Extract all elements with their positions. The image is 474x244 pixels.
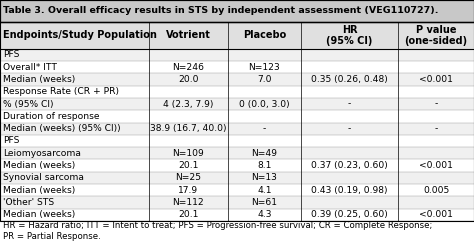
Text: <0.001: <0.001 (419, 210, 453, 219)
Text: 'Other' STS: 'Other' STS (3, 198, 54, 207)
Text: 7.0: 7.0 (257, 75, 272, 84)
Text: Median (weeks): Median (weeks) (3, 75, 75, 84)
Text: N=112: N=112 (173, 198, 204, 207)
Text: 0 (0.0, 3.0): 0 (0.0, 3.0) (239, 100, 290, 109)
Text: 8.1: 8.1 (257, 161, 272, 170)
Text: Votrient: Votrient (166, 30, 211, 40)
Bar (0, 209, 474, 221)
Text: -: - (348, 124, 351, 133)
Text: 4 (2.3, 7.9): 4 (2.3, 7.9) (163, 100, 214, 109)
Text: N=25: N=25 (175, 173, 201, 182)
Text: Response Rate (CR + PR): Response Rate (CR + PR) (3, 87, 119, 96)
Bar (0, 49, 474, 61)
Text: <0.001: <0.001 (419, 161, 453, 170)
Bar (0, 98, 474, 110)
Text: 0.35 (0.26, 0.48): 0.35 (0.26, 0.48) (311, 75, 388, 84)
Bar (0, 159, 474, 172)
Text: N=123: N=123 (248, 63, 280, 72)
Text: % (95% CI): % (95% CI) (3, 100, 54, 109)
Text: Median (weeks): Median (weeks) (3, 161, 75, 170)
Text: Table 3. Overall efficacy results in STS by independent assessment (VEG110727).: Table 3. Overall efficacy results in STS… (3, 7, 438, 15)
Bar (0, 147, 474, 159)
Bar (0, 73, 474, 86)
Bar (0, 196, 474, 209)
Text: N=13: N=13 (251, 173, 277, 182)
Text: HR = Hazard ratio; ITT = Intent to treat; PFS = Progression-free survival; CR = : HR = Hazard ratio; ITT = Intent to treat… (3, 221, 432, 230)
Text: -: - (435, 124, 438, 133)
Text: 0.43 (0.19, 0.98): 0.43 (0.19, 0.98) (311, 186, 388, 195)
Text: Median (weeks): Median (weeks) (3, 210, 75, 219)
Text: Endpoints/Study Population: Endpoints/Study Population (3, 30, 157, 40)
Text: N=246: N=246 (173, 63, 204, 72)
Text: Placebo: Placebo (243, 30, 286, 40)
Text: 20.1: 20.1 (178, 161, 199, 170)
Text: Duration of response: Duration of response (3, 112, 100, 121)
Text: -: - (435, 100, 438, 109)
Text: PFS: PFS (3, 51, 19, 60)
Text: 0.37 (0.23, 0.60): 0.37 (0.23, 0.60) (311, 161, 388, 170)
Text: -: - (263, 124, 266, 133)
Text: -: - (348, 100, 351, 109)
Text: Overall* ITT: Overall* ITT (3, 63, 57, 72)
Text: 4.3: 4.3 (257, 210, 272, 219)
Text: 20.0: 20.0 (178, 75, 199, 84)
Text: 20.1: 20.1 (178, 210, 199, 219)
Text: HR
(95% CI): HR (95% CI) (327, 25, 373, 46)
Text: 0.39 (0.25, 0.60): 0.39 (0.25, 0.60) (311, 210, 388, 219)
Text: P value
(one-sided): P value (one-sided) (404, 25, 468, 46)
Text: Leiomyosarcoma: Leiomyosarcoma (3, 149, 81, 158)
Bar (0, 184, 474, 196)
Bar (0, 0, 474, 22)
Text: N=109: N=109 (173, 149, 204, 158)
Bar (0, 110, 474, 122)
Bar (0, 172, 474, 184)
Text: <0.001: <0.001 (419, 75, 453, 84)
Text: Median (weeks): Median (weeks) (3, 186, 75, 195)
Bar (0, 86, 474, 98)
Text: Synovial sarcoma: Synovial sarcoma (3, 173, 84, 182)
Text: Median (weeks) (95% CI)): Median (weeks) (95% CI)) (3, 124, 120, 133)
Text: 17.9: 17.9 (178, 186, 199, 195)
Text: 4.1: 4.1 (257, 186, 272, 195)
Text: PR = Partial Response.: PR = Partial Response. (3, 232, 100, 241)
Text: PFS: PFS (3, 136, 19, 145)
Text: N=61: N=61 (251, 198, 277, 207)
Bar (0, 122, 474, 135)
Text: 38.9 (16.7, 40.0): 38.9 (16.7, 40.0) (150, 124, 227, 133)
Bar (0, 135, 474, 147)
Text: 0.005: 0.005 (423, 186, 449, 195)
Text: N=49: N=49 (251, 149, 277, 158)
Bar (0, 61, 474, 73)
Bar (0, 22, 474, 49)
